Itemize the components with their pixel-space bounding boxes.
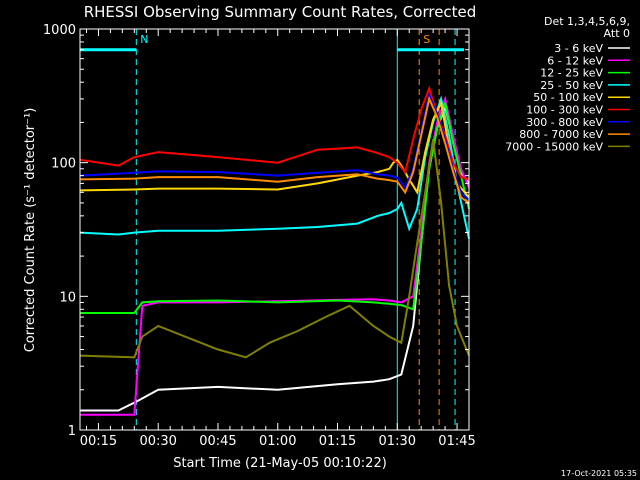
x-tick-label: 00:30 <box>139 434 176 449</box>
plot-frame <box>79 28 470 431</box>
legend-label: 100 - 300 keV <box>526 104 603 117</box>
y-tick-label: 1 <box>68 424 76 439</box>
corner-timestamp: 17-Oct-2021 05:35 <box>561 469 637 478</box>
legend-label: 7000 - 15000 keV <box>505 140 603 153</box>
y-tick-label: 100 <box>51 157 76 172</box>
x-tick-label: 00:15 <box>80 434 117 449</box>
x-tick-label: 01:15 <box>319 434 356 449</box>
legend-label: 300 - 800 keV <box>526 116 603 129</box>
legend-label: 800 - 7000 keV <box>519 128 603 141</box>
x-axis-label: Start Time (21-May-05 00:10:22) <box>173 456 387 471</box>
legend-label: 3 - 6 keV <box>554 42 603 55</box>
series-group <box>79 85 470 416</box>
legend-label: 25 - 50 keV <box>540 79 603 92</box>
x-tick-label: 00:45 <box>199 434 236 449</box>
x-tick-label: 01:45 <box>438 434 475 449</box>
legend-label: 50 - 100 keV <box>533 91 603 104</box>
flag-label: N <box>140 33 148 46</box>
axes-group: 00:15 00:30 00:45 01:00 01:15 01:30 01:45 1 10 10… <box>43 23 476 449</box>
legend-label: 6 - 12 keV <box>547 54 603 67</box>
legend-subheader: Att 0 <box>604 27 630 40</box>
x-tick-label: 01:30 <box>379 434 416 449</box>
series-line <box>79 138 470 359</box>
x-tick-label: 01:00 <box>259 434 296 449</box>
y-tick-label: 1000 <box>43 23 76 38</box>
legend-label: 12 - 25 keV <box>540 67 603 80</box>
series-line <box>79 95 470 239</box>
series-line <box>79 95 470 204</box>
legend-header: Det 1,3,4,5,6,9, <box>544 15 630 28</box>
y-tick-label: 10 <box>59 290 76 305</box>
series-line <box>79 91 470 202</box>
series-line <box>80 102 470 314</box>
chart-title: RHESSI Observing Summary Count Rates, Co… <box>84 3 477 21</box>
flag-label: S <box>423 33 430 46</box>
y-axis-label: Corrected Count Rate (s⁻¹ detector⁻¹) <box>23 108 38 353</box>
